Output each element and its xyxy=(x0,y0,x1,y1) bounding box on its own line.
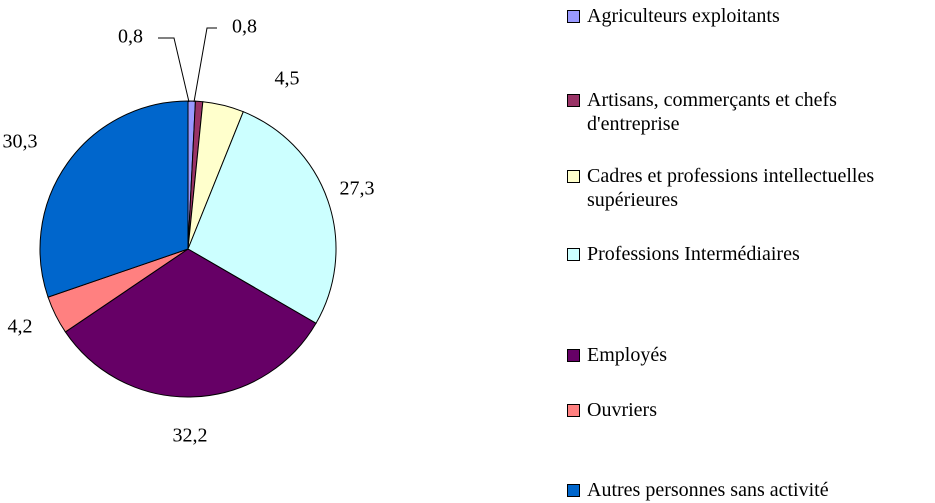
legend-swatch xyxy=(567,404,580,417)
legend-item: Employés xyxy=(567,343,667,367)
legend-swatch xyxy=(567,94,580,107)
legend-label: Ouvriers xyxy=(587,399,657,421)
pie-slice xyxy=(64,248,317,398)
legend-item: Cadres et professions intellectuelles su… xyxy=(567,164,887,212)
legend-swatch xyxy=(567,248,580,261)
data-label: 32,2 xyxy=(173,425,208,447)
legend-swatch xyxy=(567,349,580,362)
legend-item: Artisans, commerçants et chefs d'entrepr… xyxy=(567,88,887,136)
legend-swatch xyxy=(567,170,580,183)
data-label: 4,5 xyxy=(275,68,300,90)
legend-label: Artisans, commerçants et chefs d'entrepr… xyxy=(587,89,837,135)
legend-item: Autres personnes sans activité xyxy=(567,478,829,502)
legend-label: Cadres et professions intellectuelles su… xyxy=(587,165,875,211)
data-label: 27,3 xyxy=(340,178,375,200)
legend-swatch xyxy=(567,10,580,23)
data-label: 30,3 xyxy=(3,131,38,153)
legend-label: Autres personnes sans activité xyxy=(587,479,829,501)
legend-item: Professions Intermédiaires xyxy=(567,242,800,266)
legend-swatch xyxy=(567,484,580,497)
leader-line xyxy=(193,27,217,103)
legend-label: Agriculteurs exploitants xyxy=(587,5,780,27)
legend-item: Agriculteurs exploitants xyxy=(567,4,780,28)
legend-label: Employés xyxy=(587,344,667,366)
legend-label: Professions Intermédiaires xyxy=(587,243,800,265)
legend-item: Ouvriers xyxy=(567,398,657,422)
leader-line xyxy=(158,37,190,103)
data-label: 0,8 xyxy=(118,26,143,48)
data-label: 0,8 xyxy=(232,16,257,38)
pie-area: 0,8 0,8 4,5 27,3 32,2 4,2 30,3 xyxy=(3,16,375,447)
pie-slice xyxy=(39,100,189,298)
data-label: 4,2 xyxy=(8,316,33,338)
